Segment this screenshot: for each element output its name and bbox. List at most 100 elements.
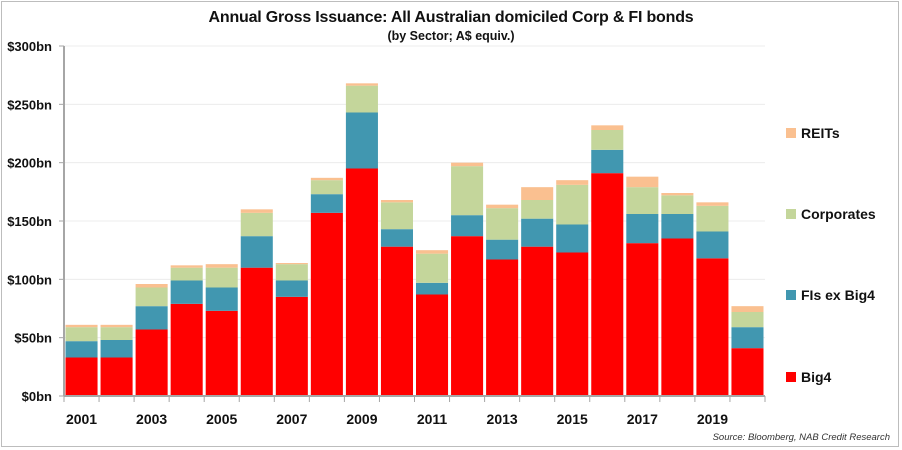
bar-segment-corporates-2017 xyxy=(626,187,659,214)
bar-segment-big4-2006 xyxy=(240,267,273,396)
bar-segment-fis-ex-big4-2002 xyxy=(100,340,133,358)
bar-segment-fis-ex-big4-2017 xyxy=(626,214,659,244)
bar-segment-big4-2014 xyxy=(521,246,554,396)
x-tick-label: 2011 xyxy=(417,411,448,427)
bar-segment-corporates-2020 xyxy=(731,312,764,328)
bar-segment-fis-ex-big4-2016 xyxy=(591,149,624,174)
x-tick-label: 2005 xyxy=(206,411,237,427)
bar-segment-fis-ex-big4-2010 xyxy=(380,229,413,247)
bar-segment-fis-ex-big4-2001 xyxy=(65,341,98,358)
bar-segment-big4-2007 xyxy=(275,296,308,396)
bar-segment-big4-2015 xyxy=(556,252,589,396)
x-tick-label: 2015 xyxy=(557,411,588,427)
bar-segment-reits-2010 xyxy=(380,200,413,203)
bar-segment-big4-2011 xyxy=(416,294,449,396)
bar-segment-fis-ex-big4-2018 xyxy=(661,214,694,239)
bar-segment-reits-2016 xyxy=(591,125,624,130)
bar-segment-fis-ex-big4-2020 xyxy=(731,327,764,349)
bar-segment-reits-2011 xyxy=(416,250,449,254)
bar-segment-reits-2007 xyxy=(275,263,308,265)
bar-segment-reits-2004 xyxy=(170,265,203,268)
bar-segment-big4-2020 xyxy=(731,348,764,396)
bar-segment-fis-ex-big4-2015 xyxy=(556,224,589,253)
bar-segment-big4-2001 xyxy=(65,357,98,396)
y-tick-label: $200bn xyxy=(7,156,52,171)
bar-segment-reits-2017 xyxy=(626,176,659,188)
x-tick-label: 2007 xyxy=(276,411,307,427)
y-tick-label: $150bn xyxy=(7,214,52,229)
bar-segment-big4-2012 xyxy=(451,236,484,396)
bar-segment-corporates-2016 xyxy=(591,130,624,150)
bar-segment-fis-ex-big4-2014 xyxy=(521,218,554,247)
bar-segment-reits-2001 xyxy=(65,324,98,328)
legend-label-fis-ex-big4: FIs ex Big4 xyxy=(801,287,875,303)
y-tick-label: $100bn xyxy=(7,272,52,287)
bar-segment-corporates-2004 xyxy=(170,267,203,281)
bar-segment-reits-2012 xyxy=(451,162,484,167)
bar-segment-reits-2003 xyxy=(135,284,168,288)
bar-segment-reits-2002 xyxy=(100,324,133,328)
legend-item-reits: REITs xyxy=(786,125,840,141)
legend-swatch-big4 xyxy=(786,372,796,382)
bar-segment-big4-2018 xyxy=(661,238,694,396)
bar-segment-big4-2019 xyxy=(696,258,729,396)
bar-segment-fis-ex-big4-2006 xyxy=(240,236,273,268)
bar-segment-big4-2008 xyxy=(310,212,343,396)
legend-item-big4: Big4 xyxy=(786,369,831,385)
bar-segment-corporates-2007 xyxy=(275,264,308,281)
bar-segment-big4-2016 xyxy=(591,173,624,396)
bar-segment-fis-ex-big4-2009 xyxy=(345,112,378,169)
bar-segment-big4-2005 xyxy=(205,310,238,396)
bar-segment-corporates-2013 xyxy=(486,208,519,240)
source-note: Source: Bloomberg, NAB Credit Research xyxy=(712,432,890,443)
x-tick-label: 2001 xyxy=(66,411,97,427)
bar-segment-corporates-2002 xyxy=(100,327,133,340)
bar-segment-reits-2015 xyxy=(556,180,589,185)
bar-segment-reits-2018 xyxy=(661,193,694,196)
bar-segment-fis-ex-big4-2005 xyxy=(205,287,238,311)
y-tick-label: $250bn xyxy=(7,97,52,112)
y-tick-label: $300bn xyxy=(7,39,52,54)
bar-segment-reits-2005 xyxy=(205,264,238,268)
bar-segment-big4-2010 xyxy=(380,246,413,396)
y-tick-label: $0bn xyxy=(22,389,52,404)
legend-label-corporates: Corporates xyxy=(801,206,876,222)
bar-segment-fis-ex-big4-2003 xyxy=(135,306,168,330)
bar-segment-corporates-2014 xyxy=(521,200,554,219)
bar-segment-reits-2014 xyxy=(521,187,554,200)
bar-segment-big4-2017 xyxy=(626,243,659,396)
legend-label-reits: REITs xyxy=(801,125,840,141)
legend-swatch-reits xyxy=(786,128,796,138)
x-tick-label: 2013 xyxy=(487,411,518,427)
bar-segment-reits-2008 xyxy=(310,177,343,181)
bar-segment-big4-2013 xyxy=(486,259,519,396)
legend-swatch-corporates xyxy=(786,209,796,219)
bar-segment-big4-2009 xyxy=(345,168,378,396)
bar-segment-corporates-2001 xyxy=(65,327,98,342)
bar-segment-fis-ex-big4-2011 xyxy=(416,282,449,295)
bar-segment-big4-2002 xyxy=(100,357,133,396)
bar-segment-corporates-2018 xyxy=(661,195,694,214)
bar-segment-corporates-2019 xyxy=(696,205,729,232)
bar-segment-corporates-2011 xyxy=(416,253,449,283)
bar-segment-corporates-2015 xyxy=(556,184,589,225)
bar-segment-reits-2006 xyxy=(240,209,273,213)
bar-segment-corporates-2003 xyxy=(135,287,168,307)
x-tick-label: 2019 xyxy=(697,411,728,427)
legend-item-corporates: Corporates xyxy=(786,206,876,222)
bar-segment-corporates-2006 xyxy=(240,212,273,237)
bar-segment-fis-ex-big4-2013 xyxy=(486,239,519,260)
bar-segment-reits-2009 xyxy=(345,83,378,86)
bar-segment-fis-ex-big4-2008 xyxy=(310,194,343,213)
bar-segment-big4-2003 xyxy=(135,329,168,396)
bar-segment-corporates-2008 xyxy=(310,180,343,195)
bar-segment-fis-ex-big4-2007 xyxy=(275,280,308,297)
legend-item-fis-ex-big4: FIs ex Big4 xyxy=(786,287,875,303)
bar-segment-big4-2004 xyxy=(170,303,203,396)
x-tick-label: 2003 xyxy=(136,411,167,427)
bar-segment-corporates-2010 xyxy=(380,202,413,230)
bar-segment-corporates-2012 xyxy=(451,166,484,216)
y-tick-label: $50bn xyxy=(14,331,52,346)
